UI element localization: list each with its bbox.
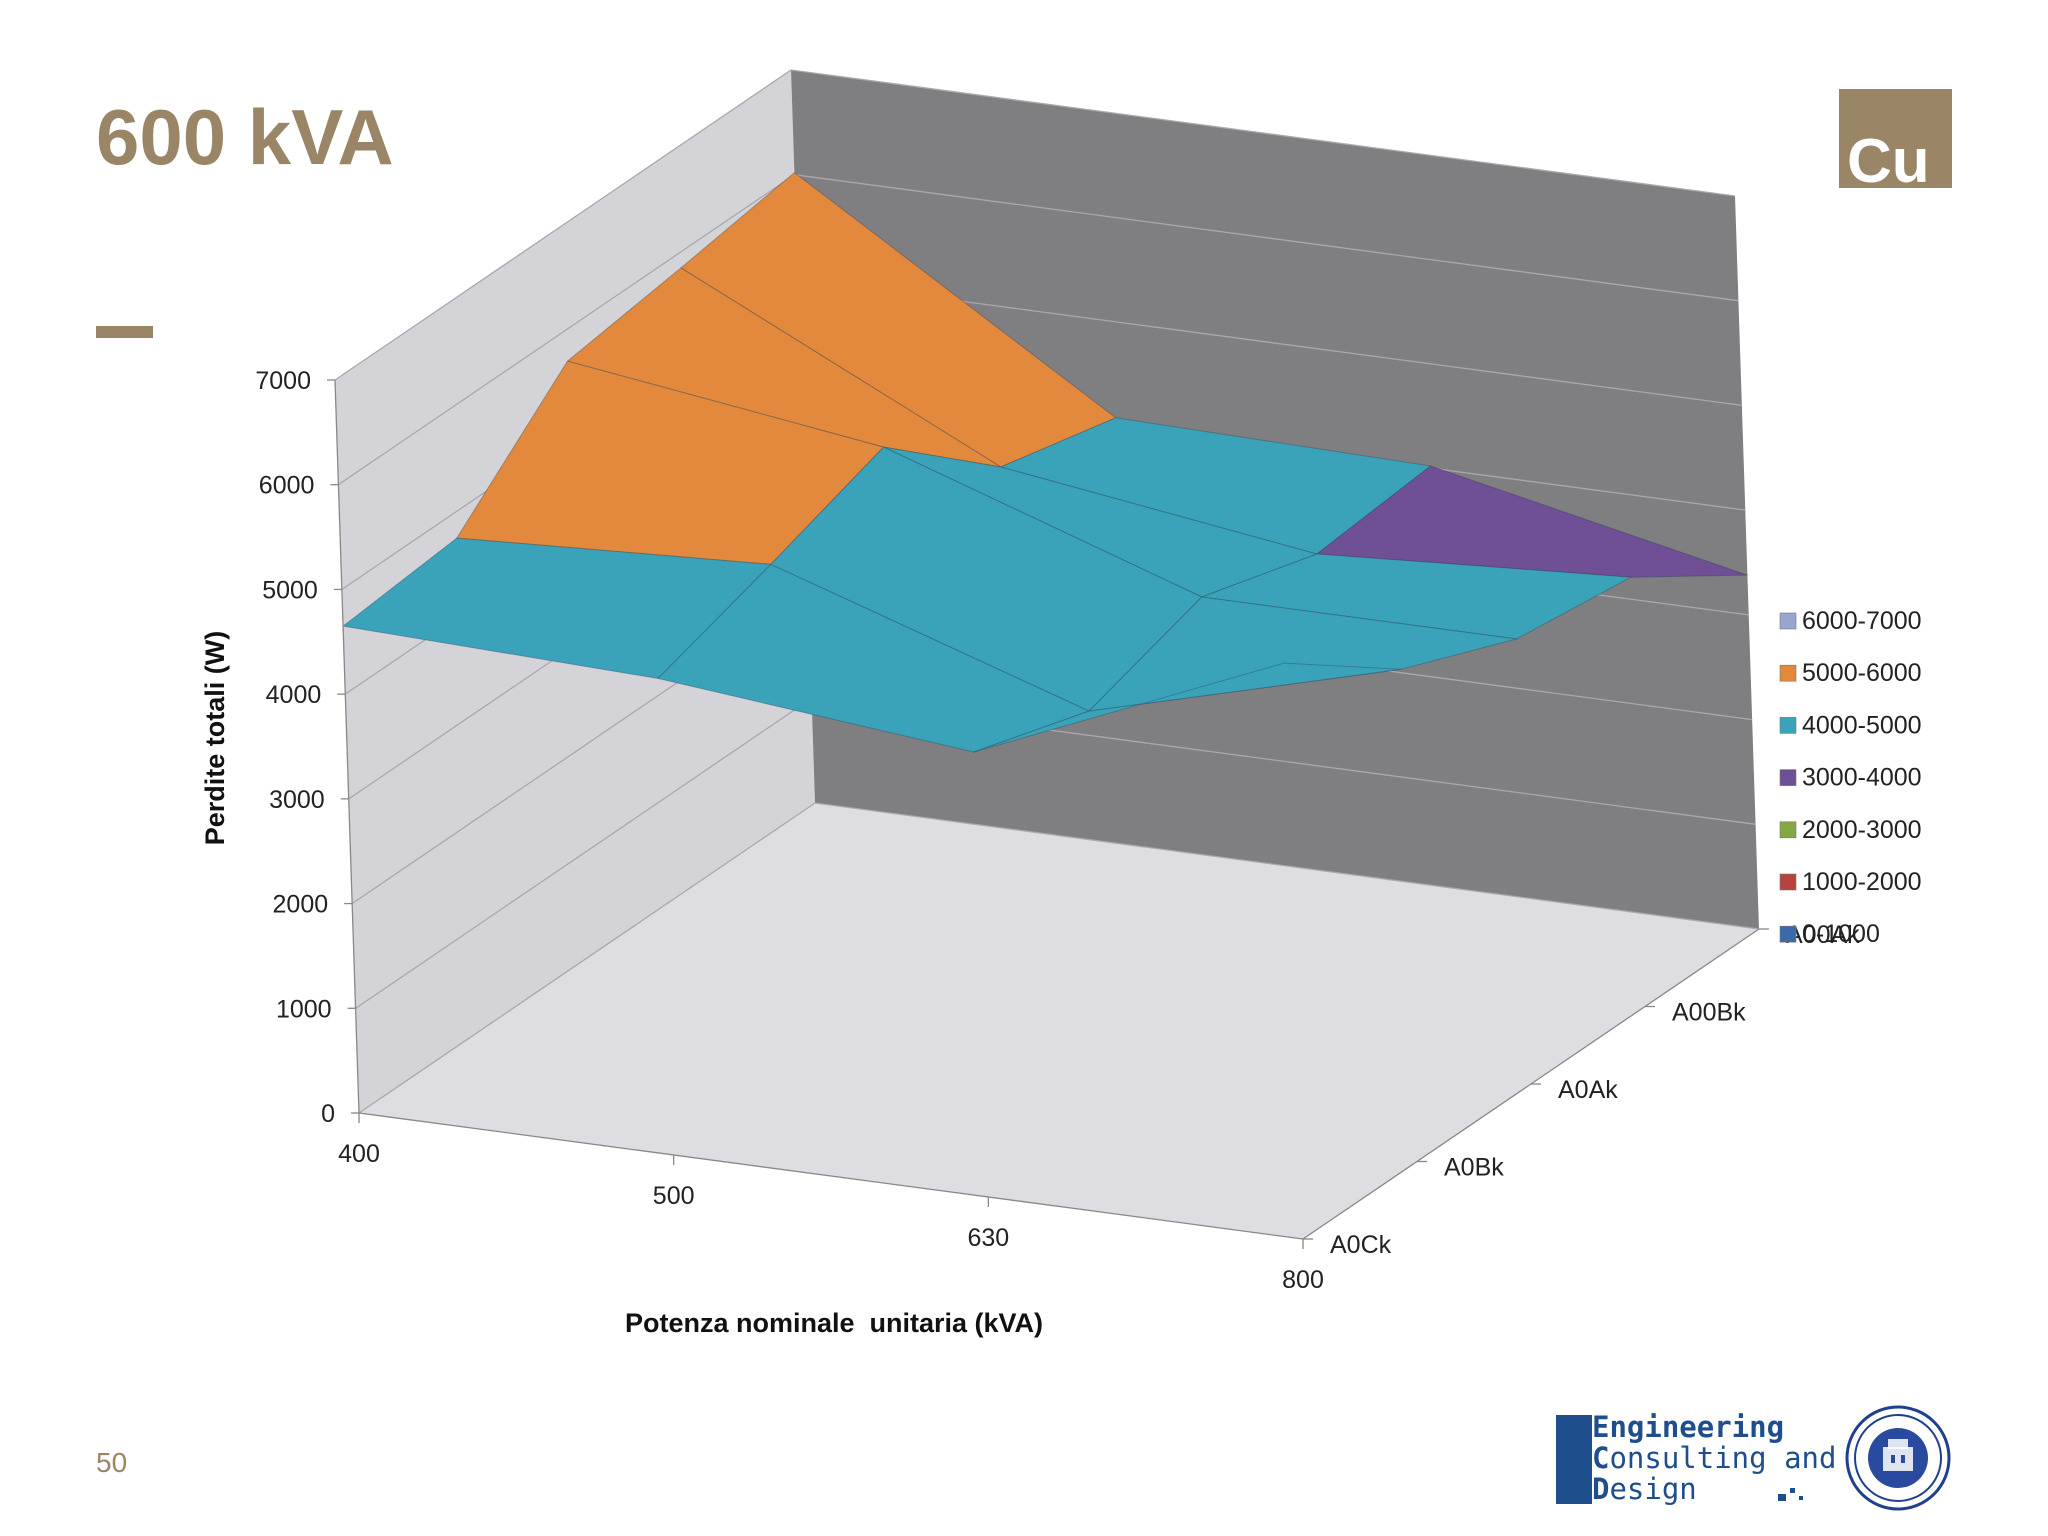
- chart-legend: 6000-7000 5000-6000 4000-5000 3000-4000 2000…: [1779, 607, 1922, 948]
- legend-swatch: [1779, 664, 1797, 682]
- z-tick-label: 6000: [259, 472, 315, 500]
- z-gridline: [358, 802, 1760, 1114]
- legend-label: 2000-3000: [1802, 816, 1922, 844]
- ecd-logo-word-design: esign: [1609, 1472, 1697, 1506]
- z-tick-label: 7000: [255, 367, 311, 395]
- title-rule: [96, 326, 153, 338]
- depth-tick-label: A0Bk: [1444, 1154, 1504, 1182]
- z-tick-label: 5000: [262, 576, 318, 604]
- cu-badge: Cu: [1839, 89, 1952, 188]
- depth-tick-label: A0Ak: [1558, 1076, 1618, 1104]
- z-gridline: [334, 69, 1736, 381]
- z-axis-line: [334, 379, 360, 1114]
- ecd-logo-word-engineering: ngineering: [1609, 1410, 1785, 1444]
- legend-swatch: [1779, 612, 1797, 630]
- cu-badge-label: Cu: [1847, 127, 1930, 189]
- z-axis-title: Perdite totali (W): [200, 631, 230, 846]
- ecd-logo-block: [1556, 1415, 1592, 1504]
- ecd-logo: Engineering Consulting and Design: [1556, 1412, 1836, 1504]
- depth-tick-label: A0Ck: [1330, 1231, 1392, 1259]
- ecd-logo-line1: Engineering: [1592, 1412, 1784, 1442]
- legend-label: 1000-2000: [1802, 868, 1922, 896]
- x-tick-label: 630: [967, 1224, 1009, 1252]
- legend-label: 5000-6000: [1802, 659, 1922, 687]
- ecd-logo-word-consulting: onsulting and: [1609, 1441, 1837, 1475]
- legend-swatch: [1779, 717, 1797, 734]
- x-tick-label: 800: [1282, 1266, 1324, 1294]
- legend-swatch: [1779, 873, 1797, 891]
- ecd-logo-line2: Consulting and: [1592, 1443, 1836, 1473]
- z-tick-label: 1000: [276, 995, 332, 1023]
- ecd-logo-dots: [1778, 1488, 1803, 1501]
- z-tick-label: 4000: [266, 681, 322, 709]
- x-axis-title: Potenza nominale unitaria (kVA): [625, 1308, 1043, 1338]
- ecd-logo-initial-d: D: [1592, 1472, 1610, 1506]
- x-tick-label: 400: [338, 1140, 380, 1168]
- depth-tick-label: A00Ak: [1786, 921, 1860, 949]
- legend-swatch: [1779, 925, 1797, 943]
- university-seal-icon: [1845, 1405, 1951, 1511]
- x-tick-label: 500: [653, 1182, 695, 1210]
- legend-swatch: [1779, 821, 1797, 839]
- depth-tick-label: A00Bk: [1672, 999, 1746, 1027]
- z-tick-label: 3000: [269, 786, 325, 814]
- chart-axes: 0 1000 2000 3000 4000 5000 6000 7000 400 500 630 80…: [255, 367, 1860, 1294]
- z-tick-label: 2000: [273, 891, 329, 919]
- ecd-logo-initial-e: E: [1592, 1410, 1610, 1444]
- chart-surface: [342, 172, 1748, 753]
- legend-label: 0-1000: [1802, 920, 1880, 948]
- legend-label: 6000-7000: [1802, 607, 1922, 635]
- chart-floor: [359, 803, 1759, 1239]
- surface-patch: [973, 662, 1402, 753]
- legend-swatch: [1779, 769, 1797, 786]
- ecd-logo-initial-c: C: [1592, 1441, 1610, 1475]
- legend-label: 4000-5000: [1802, 711, 1922, 739]
- legend-label: 3000-4000: [1802, 764, 1922, 792]
- x-axis-line: [358, 1112, 1304, 1240]
- surface-chart: 0 1000 2000 3000 4000 5000 6000 7000 400 500 630 80…: [200, 69, 1922, 1338]
- ecd-logo-line3: Design: [1592, 1474, 1697, 1504]
- slide-title: 600 kVA: [96, 93, 394, 181]
- page-number: 50: [96, 1447, 128, 1478]
- z-tick-label: 0: [321, 1100, 335, 1128]
